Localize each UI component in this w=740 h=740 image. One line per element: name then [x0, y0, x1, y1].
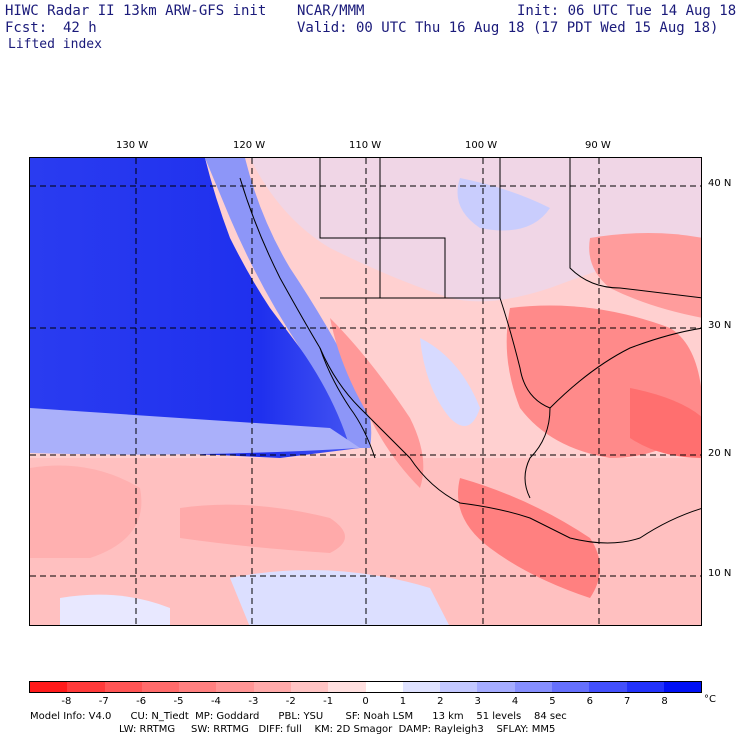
colorbar-swatch [141, 682, 180, 692]
colorbar-tick-label: 8 [661, 696, 668, 707]
forecast-hour: 42 h [63, 20, 97, 36]
init-time: Init: 06 UTC Tue 14 Aug 18 [517, 3, 737, 19]
lon-label-90w: 90 W [585, 140, 611, 151]
lat-label-20n: 20 N [708, 448, 732, 459]
org-label: NCAR/MMM [297, 3, 365, 19]
stable-patch-southwest [60, 594, 170, 625]
colorbar-swatch [290, 682, 329, 692]
colorbar-swatch [402, 682, 441, 692]
colorbar-tick-label: 5 [549, 696, 556, 707]
colorbar-swatch [30, 682, 68, 692]
lat-label-30n: 30 N [708, 320, 732, 331]
stable-patch-south [230, 570, 449, 625]
colorbar-swatch [179, 682, 217, 692]
colorbar-swatch [104, 682, 142, 692]
mexican-plateau [420, 338, 480, 426]
lon-label-130w: 130 W [116, 140, 149, 151]
colorbar-tick-label: -4 [210, 696, 221, 707]
colorbar-swatch [551, 682, 590, 692]
colorbar-tick-label: 2 [437, 696, 444, 707]
graticule [30, 158, 701, 625]
colorbar-swatch [589, 682, 627, 692]
field-name: Lifted index [8, 37, 102, 52]
southeast-us-unstable [589, 233, 701, 318]
lon-label-100w: 100 W [465, 140, 498, 151]
colorbar-tick-label: -2 [285, 696, 296, 707]
colorbar-swatch [328, 682, 366, 692]
colorbar [29, 681, 702, 693]
colorbar-tick-label: -6 [136, 696, 147, 707]
model-title: HIWC Radar II 13km ARW-GFS init [5, 3, 267, 19]
colorbar-swatch [477, 682, 515, 692]
lat-label-40n: 40 N [708, 178, 732, 189]
west-pacific-patch [30, 465, 142, 558]
valid-time: Valid: 00 UTC Thu 16 Aug 18 (17 PDT Wed … [297, 20, 719, 36]
colorbar-tick-label: -3 [248, 696, 259, 707]
colorbar-tick-label: -7 [98, 696, 109, 707]
plains-stable-patch [457, 178, 550, 231]
caribbean-unstable-core [630, 388, 701, 458]
colorbar-swatch [440, 682, 478, 692]
colorbar-swatch [514, 682, 552, 692]
lifted-index-map [29, 157, 702, 626]
colorbar-tick-label: 6 [586, 696, 594, 707]
colorbar-tick-label: -8 [61, 696, 72, 707]
colorbar-swatch [216, 682, 254, 692]
colorbar-swatch [626, 682, 664, 692]
forecast-label: Fcst: [5, 20, 48, 36]
colorbar-swatch [253, 682, 291, 692]
lon-label-120w: 120 W [233, 140, 266, 151]
colorbar-tick-label: 7 [624, 696, 631, 707]
colorbar-swatch [663, 682, 702, 692]
coastal-transition [205, 158, 372, 448]
map-canvas [30, 158, 701, 625]
colorbar-swatch [67, 682, 105, 692]
sierra-madre-unstable [330, 318, 424, 488]
model-info-line1: Model Info: V4.0 CU: N_Tiedt MP: Goddard… [30, 711, 567, 722]
pacific-stable-region [30, 158, 360, 458]
colorbar-tick-label: -1 [323, 696, 334, 707]
colorbar-tick-label: 4 [511, 696, 519, 707]
lat-label-10n: 10 N [708, 568, 732, 579]
colorbar-tick-label: -5 [173, 696, 184, 707]
colorbar-unit: °C [704, 694, 716, 705]
colorbar-tick-label: 1 [399, 696, 407, 707]
colorbar-tick-label: 3 [474, 696, 481, 707]
model-info-line2: LW: RRTMG SW: RRTMG DIFF: full KM: 2D Sm… [30, 724, 556, 735]
political-boundaries [239, 158, 701, 544]
pacific-southern-edge [30, 408, 360, 455]
pacific-itcz-patch [180, 504, 345, 553]
colorbar-tick-label: 0 [362, 696, 369, 707]
colorbar-swatch [365, 682, 403, 692]
us-interior-field [250, 158, 701, 302]
lon-label-110w: 110 W [349, 140, 382, 151]
